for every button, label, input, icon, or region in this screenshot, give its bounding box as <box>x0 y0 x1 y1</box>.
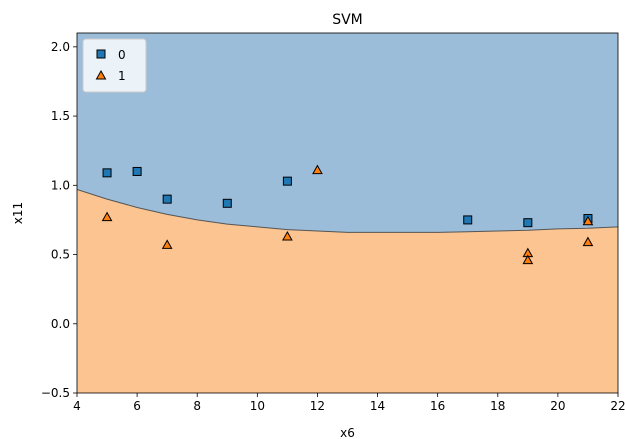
class-1-point-7 <box>582 236 594 247</box>
class-1-point-0 <box>101 211 113 222</box>
y-tick-label: 2.0 <box>51 40 70 54</box>
legend-box <box>82 38 147 93</box>
class-1-point-2 <box>282 231 293 241</box>
class-0-point-4 <box>282 176 292 186</box>
x-tick-label: 4 <box>73 399 81 413</box>
y-tick-label: −0.5 <box>41 386 70 400</box>
plot-frame <box>76 32 619 394</box>
y-tick-label: 0.0 <box>51 317 70 331</box>
x-tick-label: 6 <box>133 399 141 413</box>
legend: 0 1 <box>82 38 147 93</box>
class-0-point-5 <box>463 215 473 225</box>
y-tick-label: 1.5 <box>51 109 70 123</box>
y-tick-label: 1.0 <box>51 178 70 192</box>
y-axis: −0.5 0.0 0.5 1.0 1.5 2.0 <box>41 40 77 400</box>
class-1-point-6 <box>582 215 594 226</box>
x-tick-label: 14 <box>370 399 385 413</box>
class-0-point-0 <box>102 168 112 178</box>
x-tick-label: 12 <box>310 399 325 413</box>
class-0-point-3 <box>222 198 232 208</box>
x-tick-label: 16 <box>430 399 445 413</box>
y-tick-label: 0.5 <box>51 248 70 262</box>
legend-label-1: 1 <box>118 69 126 83</box>
class-1-point-1 <box>161 239 173 249</box>
class-0-point-6 <box>523 218 533 228</box>
class-1-region <box>77 189 618 393</box>
x-axis-label: x6 <box>340 426 355 439</box>
class-0-point-1 <box>132 166 142 176</box>
legend-marker-1 <box>95 69 107 80</box>
class-1-point-5 <box>522 254 534 265</box>
x-axis: 4 6 8 10 12 14 16 18 20 22 <box>73 393 625 413</box>
x-tick-label: 18 <box>490 399 505 413</box>
chart-title: SVM <box>332 12 363 28</box>
x-tick-label: 8 <box>193 399 201 413</box>
legend-label-0: 0 <box>118 48 126 62</box>
x-tick-label: 20 <box>550 399 565 413</box>
legend-marker-0 <box>96 49 106 59</box>
decision-boundary-line <box>77 188 618 233</box>
plot-area <box>76 32 619 394</box>
x-tick-label: 22 <box>610 399 625 413</box>
class-1-point-3 <box>312 164 323 175</box>
data-points <box>101 164 594 265</box>
class-0-point-2 <box>162 194 172 204</box>
x-tick-label: 10 <box>250 399 265 413</box>
y-axis-label: x11 <box>11 202 25 224</box>
